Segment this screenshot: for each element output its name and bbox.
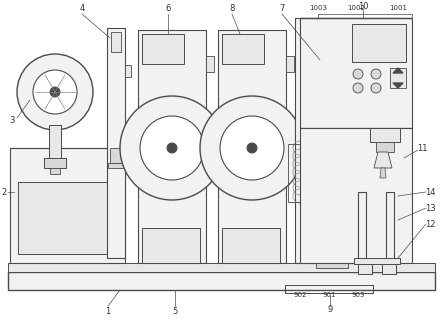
- Polygon shape: [393, 83, 403, 88]
- Bar: [318, 22, 346, 40]
- Text: 13: 13: [425, 203, 435, 213]
- Circle shape: [33, 70, 77, 114]
- Bar: [386, 192, 394, 260]
- Text: 7: 7: [280, 4, 285, 13]
- Bar: [8, 263, 435, 272]
- Text: 2: 2: [1, 187, 7, 196]
- Circle shape: [247, 143, 257, 153]
- Circle shape: [304, 172, 360, 228]
- Circle shape: [353, 83, 363, 93]
- Bar: [370, 128, 400, 142]
- Bar: [295, 18, 400, 263]
- Circle shape: [140, 116, 204, 180]
- Bar: [321, 40, 343, 54]
- Bar: [125, 65, 131, 77]
- Bar: [354, 258, 400, 264]
- Bar: [322, 72, 342, 82]
- Circle shape: [50, 87, 60, 97]
- Bar: [286, 56, 294, 72]
- Text: 1001: 1001: [389, 5, 407, 11]
- Bar: [107, 28, 125, 258]
- Circle shape: [322, 98, 342, 118]
- Bar: [10, 148, 125, 263]
- Circle shape: [17, 54, 93, 130]
- Text: 8: 8: [229, 4, 235, 13]
- Bar: [18, 182, 108, 254]
- Bar: [322, 242, 342, 252]
- Text: 1003: 1003: [309, 5, 327, 11]
- Bar: [358, 264, 372, 274]
- Polygon shape: [374, 152, 392, 168]
- Bar: [142, 228, 200, 263]
- Bar: [356, 192, 368, 204]
- Bar: [138, 30, 206, 263]
- Circle shape: [220, 116, 284, 180]
- Bar: [285, 285, 373, 293]
- Bar: [111, 32, 121, 52]
- Circle shape: [310, 86, 354, 130]
- Bar: [222, 34, 264, 64]
- Bar: [110, 148, 122, 163]
- Bar: [376, 142, 394, 152]
- Bar: [218, 30, 286, 263]
- Bar: [352, 24, 406, 62]
- Bar: [354, 100, 366, 116]
- Bar: [319, 82, 345, 90]
- Text: 5: 5: [172, 307, 178, 317]
- Bar: [382, 264, 396, 274]
- Bar: [222, 228, 280, 263]
- Text: 1002: 1002: [347, 5, 365, 11]
- Circle shape: [371, 83, 381, 93]
- Circle shape: [120, 96, 224, 200]
- Text: 9: 9: [327, 306, 333, 315]
- Bar: [108, 163, 124, 168]
- Circle shape: [318, 186, 346, 214]
- Bar: [318, 230, 346, 242]
- Text: 3: 3: [9, 116, 15, 124]
- Circle shape: [200, 96, 304, 200]
- Bar: [206, 56, 214, 72]
- Text: 903: 903: [351, 292, 365, 298]
- Circle shape: [318, 144, 346, 172]
- Bar: [316, 260, 348, 268]
- Bar: [142, 34, 184, 64]
- Text: 12: 12: [425, 220, 435, 228]
- Bar: [358, 192, 366, 260]
- Circle shape: [371, 69, 381, 79]
- Bar: [300, 18, 412, 128]
- Bar: [390, 68, 406, 88]
- Text: 11: 11: [417, 143, 427, 152]
- Text: 901: 901: [322, 292, 336, 298]
- Bar: [323, 54, 341, 64]
- Circle shape: [167, 143, 177, 153]
- Text: 902: 902: [293, 292, 307, 298]
- Text: 4: 4: [79, 4, 85, 13]
- Polygon shape: [393, 68, 403, 73]
- Bar: [288, 144, 310, 202]
- Bar: [44, 158, 66, 168]
- Bar: [319, 252, 345, 260]
- Bar: [354, 150, 368, 164]
- Text: 10: 10: [358, 2, 368, 11]
- Bar: [300, 128, 412, 263]
- Bar: [325, 64, 339, 72]
- Bar: [8, 272, 435, 290]
- Circle shape: [353, 69, 363, 79]
- Text: 14: 14: [425, 187, 435, 196]
- Bar: [50, 168, 60, 174]
- Circle shape: [304, 130, 360, 186]
- Text: 6: 6: [165, 4, 171, 13]
- Text: 1: 1: [105, 307, 111, 317]
- Polygon shape: [380, 168, 386, 178]
- Bar: [49, 125, 61, 165]
